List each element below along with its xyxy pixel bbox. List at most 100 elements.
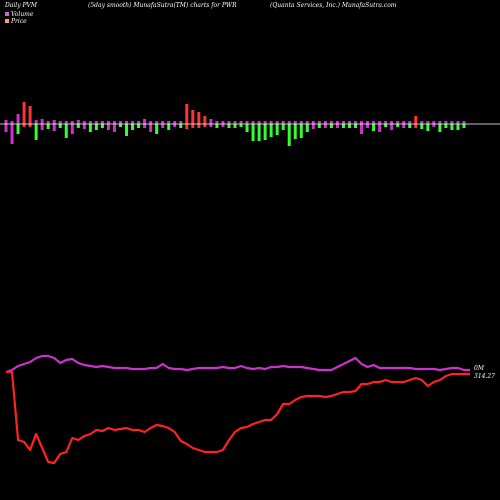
pvm-bar-lower [46,124,50,129]
pvm-bar-upper [420,121,424,124]
pvm-bar-lower [245,124,249,132]
pvm-bar-upper [70,121,74,124]
legend-volume-swatch [5,12,9,16]
volume-end-label: 0M [474,365,485,372]
pvm-bar-upper [408,121,412,124]
pvm-bar-lower [209,124,213,127]
pvm-bar-lower [197,124,201,128]
pvm-bar-upper [438,121,442,124]
pvm-bar-lower [317,124,321,128]
price-line [6,370,470,465]
pvm-bar-upper [299,121,303,124]
pvm-bar-upper [82,121,86,124]
pvm-bar-upper [203,116,207,124]
pvm-bar-upper [233,121,237,124]
pvm-bar-lower [269,124,273,137]
pvm-bar-upper [323,121,327,124]
pvm-bar-upper [366,121,370,124]
header-left: Daily PVM [4,2,38,9]
pvm-bar-lower [10,124,14,144]
pvm-bar-upper [16,114,20,124]
pvm-bar-lower [372,124,376,131]
pvm-bar-lower [335,124,339,128]
pvm-bar-lower [167,124,171,130]
pvm-bar-upper [100,121,104,124]
pvm-bar-upper [269,121,273,124]
pvm-bar-upper [179,121,183,124]
pvm-bar-upper [384,121,388,124]
pvm-bar-lower [143,124,147,128]
pvm-bar-upper [10,121,14,124]
pvm-bar-upper [396,121,400,124]
pvm-bar-lower [215,124,219,128]
pvm-bar-lower [360,124,364,134]
pvm-bar-upper [426,121,430,124]
pvm-bar-upper [450,121,454,124]
pvm-bar-lower [149,124,153,132]
pvm-bar-lower [88,124,92,132]
pvm-bar-upper [209,119,213,124]
pvm-bar-lower [408,124,412,128]
pvm-bar-lower [34,124,38,140]
pvm-bar-lower [329,124,333,128]
pvm-bar-upper [28,106,32,124]
pvm-bar-lower [52,124,56,131]
pvm-bar-upper [221,121,225,124]
pvm-bar-lower [191,124,195,128]
pvm-bar-upper [40,119,44,124]
pvm-bar-upper [329,121,333,124]
pvm-bar-lower [22,124,26,127]
pvm-bars [4,102,466,146]
pvm-bar-upper [335,121,339,124]
pvm-bar-lower [239,124,243,127]
pvm-bar-lower [462,124,466,128]
pvm-bar-lower [456,124,460,130]
pvm-bar-upper [347,121,351,124]
pvm-bar-lower [112,124,116,132]
pvm-bar-lower [203,124,207,127]
pvm-bar-upper [112,121,116,124]
pvm-bar-lower [227,124,231,128]
pvm-bar-lower [311,124,315,129]
pvm-bar-lower [438,124,442,132]
header-center-right: (Quanta Services, Inc.) MunafaSutra.com [270,2,397,9]
pvm-bar-upper [64,121,68,124]
pvm-bar-lower [221,124,225,127]
pvm-bar-lower [263,124,267,140]
pvm-bar-lower [275,124,279,135]
legend-price-swatch [5,19,9,23]
pvm-bar-upper [197,112,201,124]
pvm-bar-lower [125,124,129,136]
pvm-bar-upper [341,121,345,124]
pvm-bar-lower [64,124,68,138]
pvm-bar-upper [281,121,285,124]
pvm-bar-upper [118,121,122,124]
pvm-bar-upper [354,121,358,124]
pvm-bar-lower [82,124,86,129]
pvm-bar-lower [137,124,141,128]
pvm-bar-upper [149,121,153,124]
pvm-bar-upper [227,121,231,124]
pvm-bar-upper [444,121,448,124]
pvm-bar-lower [450,124,454,130]
pvm-bar-lower [76,124,80,128]
pvm-bar-lower [323,124,327,128]
pvm-bar-lower [106,124,110,130]
pvm-bar-upper [191,110,195,124]
pvm-bar-lower [185,124,189,129]
pvm-bar-upper [58,121,62,124]
pvm-bar-lower [299,124,303,138]
pvm-bar-lower [179,124,183,128]
legend-volume-label: Volume [11,11,34,18]
pvm-bar-upper [360,121,364,124]
pvm-bar-lower [396,124,400,127]
pvm-bar-upper [46,121,50,124]
pvm-bar-upper [52,120,56,124]
pvm-bar-upper [185,104,189,124]
pvm-bar-lower [384,124,388,127]
pvm-bar-lower [378,124,382,132]
pvm-bar-upper [311,121,315,124]
pvm-bar-lower [432,124,436,127]
pvm-bar-lower [287,124,291,146]
